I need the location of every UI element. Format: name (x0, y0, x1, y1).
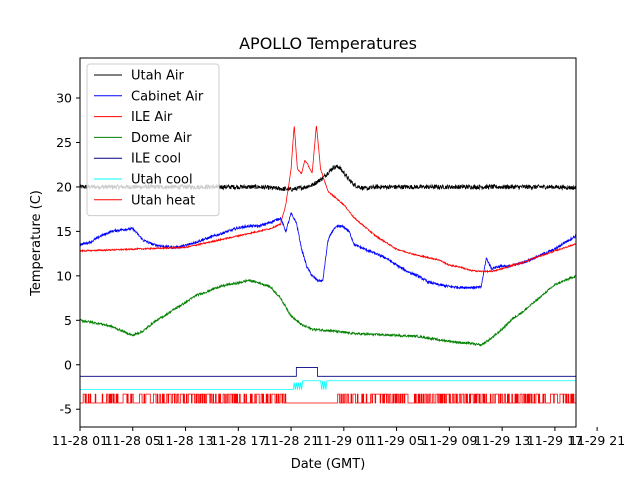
x-axis-label: Date (GMT) (291, 457, 366, 472)
legend-box (86, 63, 220, 217)
y-tick-label: 20 (56, 179, 72, 194)
x-tick-label: 11-29 09 (421, 433, 477, 448)
x-tick-label: 11-29 21 (569, 433, 625, 448)
series-line-utah-heat (80, 393, 576, 404)
x-tick-label: 11-28 17 (210, 433, 266, 448)
legend-label: Utah Air (131, 69, 184, 84)
series-line-dome-air (80, 274, 576, 347)
y-tick-label: 5 (64, 313, 72, 328)
x-tick-label: 11-29 05 (368, 433, 424, 448)
y-tick-label: 15 (56, 224, 72, 239)
axes (79, 57, 577, 428)
legend-label: Utah heat (131, 193, 195, 208)
legend-label: Utah cool (131, 173, 193, 188)
legend-label: Cabinet Air (131, 89, 204, 104)
x-tick-label: 11-28 13 (157, 433, 213, 448)
x-tick-label: 11-29 01 (316, 433, 372, 448)
series-line-utah-cool (80, 380, 576, 391)
chart-title: APOLLO Temperatures (239, 34, 417, 53)
x-tick-label: 11-28 05 (105, 433, 161, 448)
x-tick-label: 11-28 01 (52, 433, 108, 448)
legend-label: ILE cool (131, 152, 181, 167)
y-tick-label: 0 (64, 357, 72, 372)
x-tick-label: 11-29 13 (474, 433, 530, 448)
y-axis-label: Temperature (C) (29, 190, 44, 297)
y-tick-label: 10 (56, 268, 72, 283)
series-line-ile-air (80, 125, 576, 274)
x-tick-label: 11-29 17 (527, 433, 583, 448)
series-line-ile-cool (80, 367, 576, 377)
y-tick-label: 25 (56, 135, 72, 150)
plot-frame (79, 57, 577, 428)
x-tick-label: 11-28 21 (263, 433, 319, 448)
legend: Utah Air Cabinet Air ILE Air Dome Air ILE co… (86, 63, 220, 217)
y-tick-label: 30 (56, 91, 72, 106)
legend-label: ILE Air (131, 110, 173, 125)
legend-label: Dome Air (131, 131, 192, 146)
y-tick-label: -5 (60, 402, 72, 417)
